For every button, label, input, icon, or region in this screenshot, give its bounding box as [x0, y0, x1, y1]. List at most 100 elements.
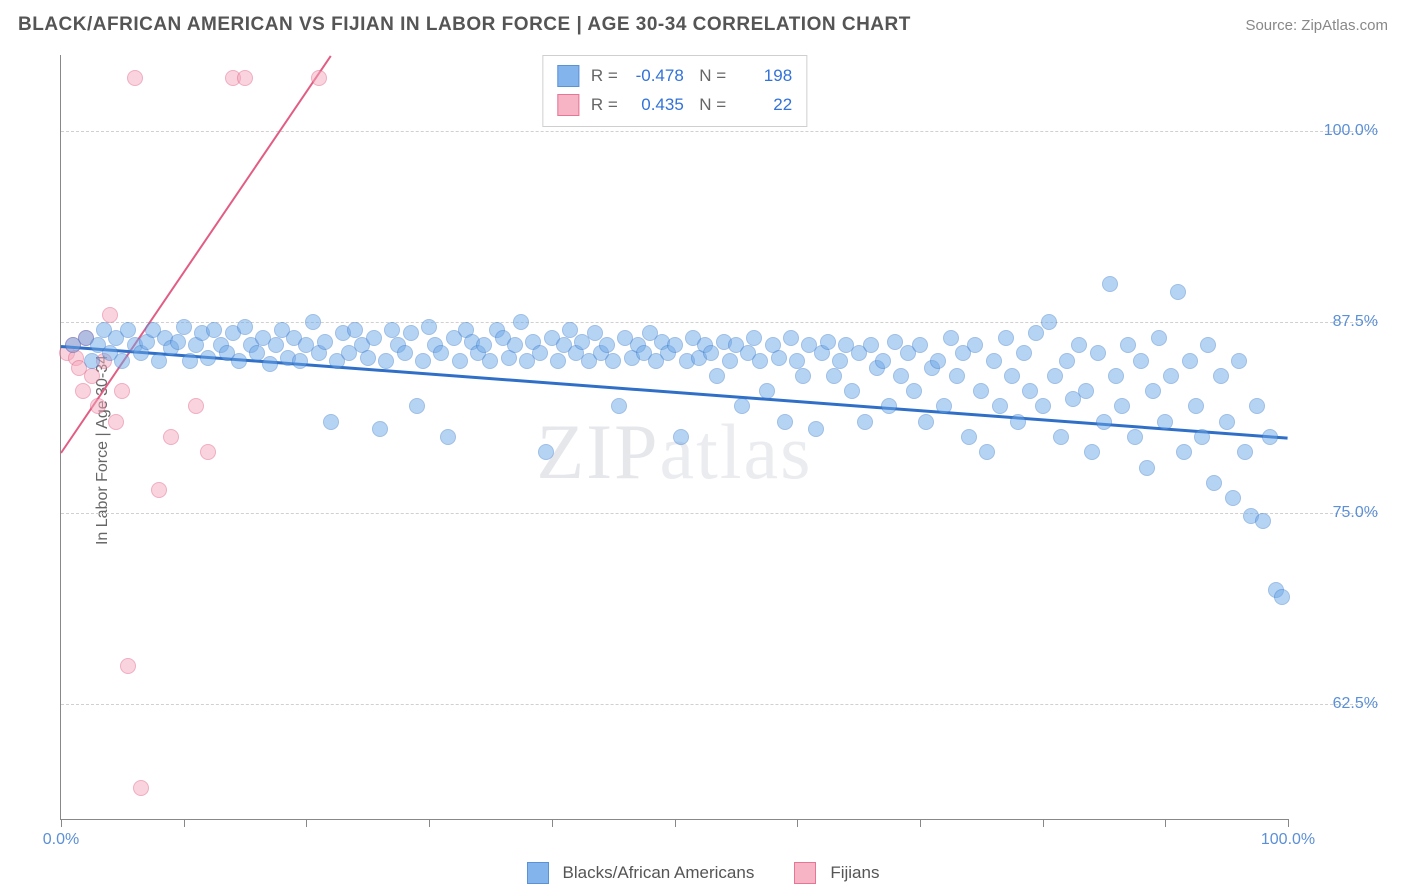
xtick — [1165, 819, 1166, 827]
chart-title: BLACK/AFRICAN AMERICAN VS FIJIAN IN LABO… — [18, 14, 911, 36]
data-point — [1108, 368, 1124, 384]
xtick — [920, 819, 921, 827]
data-point — [1010, 414, 1026, 430]
data-point — [1255, 513, 1271, 529]
xtick-label: 100.0% — [1261, 831, 1315, 849]
data-point — [992, 398, 1008, 414]
data-point — [1206, 475, 1222, 491]
data-point — [403, 325, 419, 341]
data-point — [1004, 368, 1020, 384]
data-point — [1188, 398, 1204, 414]
data-point — [912, 337, 928, 353]
plot-area: ZIPatlas R = -0.478 N = 198 R = 0.435 N … — [60, 55, 1288, 820]
data-point — [440, 429, 456, 445]
data-point — [476, 337, 492, 353]
data-point — [998, 330, 1014, 346]
data-point — [1022, 383, 1038, 399]
data-point — [906, 383, 922, 399]
ytick-label: 75.0% — [1298, 504, 1378, 522]
data-point — [170, 334, 186, 350]
data-point — [1262, 429, 1278, 445]
data-point — [1090, 345, 1106, 361]
data-point — [734, 398, 750, 414]
data-point — [1194, 429, 1210, 445]
stats-row-2: R = 0.435 N = 22 — [557, 91, 792, 120]
data-point — [752, 353, 768, 369]
data-point — [127, 70, 143, 86]
xtick — [797, 819, 798, 827]
data-point — [188, 398, 204, 414]
data-point — [1157, 414, 1173, 430]
data-point — [973, 383, 989, 399]
data-point — [1016, 345, 1032, 361]
chart-container: In Labor Force | Age 30-34 ZIPatlas R = … — [18, 50, 1388, 850]
data-point — [1071, 337, 1087, 353]
data-point — [795, 368, 811, 384]
data-point — [151, 482, 167, 498]
data-point — [857, 414, 873, 430]
data-point — [550, 353, 566, 369]
data-point — [120, 322, 136, 338]
legend-swatch-blue — [527, 862, 549, 884]
data-point — [200, 444, 216, 460]
data-point — [311, 70, 327, 86]
gridline — [61, 131, 1378, 132]
data-point — [722, 353, 738, 369]
bottom-legend: Blacks/African Americans Fijians — [0, 862, 1406, 884]
data-point — [1182, 353, 1198, 369]
legend-swatch-pink — [794, 862, 816, 884]
data-point — [433, 345, 449, 361]
ytick-label: 100.0% — [1298, 122, 1378, 140]
data-point — [930, 353, 946, 369]
data-point — [746, 330, 762, 346]
xtick — [306, 819, 307, 827]
xtick — [552, 819, 553, 827]
data-point — [783, 330, 799, 346]
data-point — [961, 429, 977, 445]
data-point — [832, 353, 848, 369]
data-point — [1059, 353, 1075, 369]
xtick — [184, 819, 185, 827]
data-point — [771, 350, 787, 366]
data-point — [1249, 398, 1265, 414]
data-point — [292, 353, 308, 369]
data-point — [1219, 414, 1235, 430]
data-point — [826, 368, 842, 384]
data-point — [538, 444, 554, 460]
data-point — [120, 658, 136, 674]
data-point — [986, 353, 1002, 369]
data-point — [808, 421, 824, 437]
data-point — [366, 330, 382, 346]
data-point — [133, 780, 149, 796]
data-point — [789, 353, 805, 369]
data-point — [378, 353, 394, 369]
data-point — [1176, 444, 1192, 460]
data-point — [1274, 589, 1290, 605]
legend-item-1: Blacks/African Americans — [527, 862, 755, 884]
gridline — [61, 704, 1378, 705]
data-point — [114, 353, 130, 369]
data-point — [918, 414, 934, 430]
watermark: ZIPatlas — [537, 407, 813, 497]
data-point — [397, 345, 413, 361]
data-point — [231, 353, 247, 369]
data-point — [1035, 398, 1051, 414]
data-point — [75, 383, 91, 399]
data-point — [108, 414, 124, 430]
data-point — [1041, 314, 1057, 330]
data-point — [237, 319, 253, 335]
data-point — [1047, 368, 1063, 384]
data-point — [1225, 490, 1241, 506]
data-point — [347, 322, 363, 338]
data-point — [360, 350, 376, 366]
data-point — [881, 398, 897, 414]
data-point — [605, 353, 621, 369]
data-point — [1084, 444, 1100, 460]
xtick — [1043, 819, 1044, 827]
data-point — [863, 337, 879, 353]
data-point — [1127, 429, 1143, 445]
data-point — [384, 322, 400, 338]
data-point — [1170, 284, 1186, 300]
data-point — [844, 383, 860, 399]
data-point — [262, 356, 278, 372]
